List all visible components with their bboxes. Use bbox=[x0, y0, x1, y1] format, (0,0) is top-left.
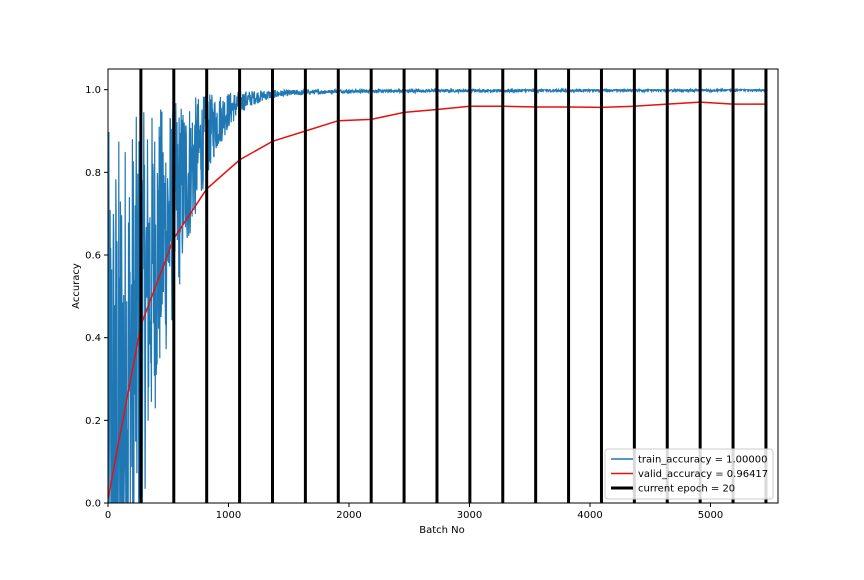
x-tick-label: 5000 bbox=[698, 510, 723, 521]
x-tick-label: 3000 bbox=[457, 510, 482, 521]
y-tick-label: 0.4 bbox=[85, 333, 101, 344]
plot-area bbox=[108, 69, 768, 503]
legend-label-1: train_accuracy = 1.00000 bbox=[638, 455, 767, 466]
x-tick-label: 1000 bbox=[216, 510, 241, 521]
y-tick-label: 0.6 bbox=[85, 251, 101, 262]
y-tick-label: 1.0 bbox=[85, 85, 101, 96]
y-axis-label: Accuracy bbox=[71, 263, 82, 309]
y-tick-label: 0.0 bbox=[85, 499, 101, 510]
axes: Batch No Accuracy 0 1000 2000 3000 4000 5000 0… bbox=[71, 68, 779, 536]
legend: train_accuracy = 1.00000 valid_accuracy =… bbox=[604, 448, 774, 500]
legend-label-3: current epoch = 20 bbox=[638, 484, 735, 495]
x-axis-label: Batch No bbox=[419, 525, 465, 536]
x-tick-label: 2000 bbox=[336, 510, 361, 521]
x-tick-label: 4000 bbox=[577, 510, 602, 521]
valid-accuracy-line bbox=[108, 101, 766, 500]
x-tick-label: 0 bbox=[105, 510, 111, 521]
y-tick-label: 0.8 bbox=[85, 168, 101, 179]
legend-box bbox=[604, 448, 774, 500]
axes-frame bbox=[107, 68, 779, 504]
y-tick-label: 0.2 bbox=[85, 416, 101, 427]
legend-label-2: valid_accuracy = 0.96417 bbox=[638, 469, 768, 480]
